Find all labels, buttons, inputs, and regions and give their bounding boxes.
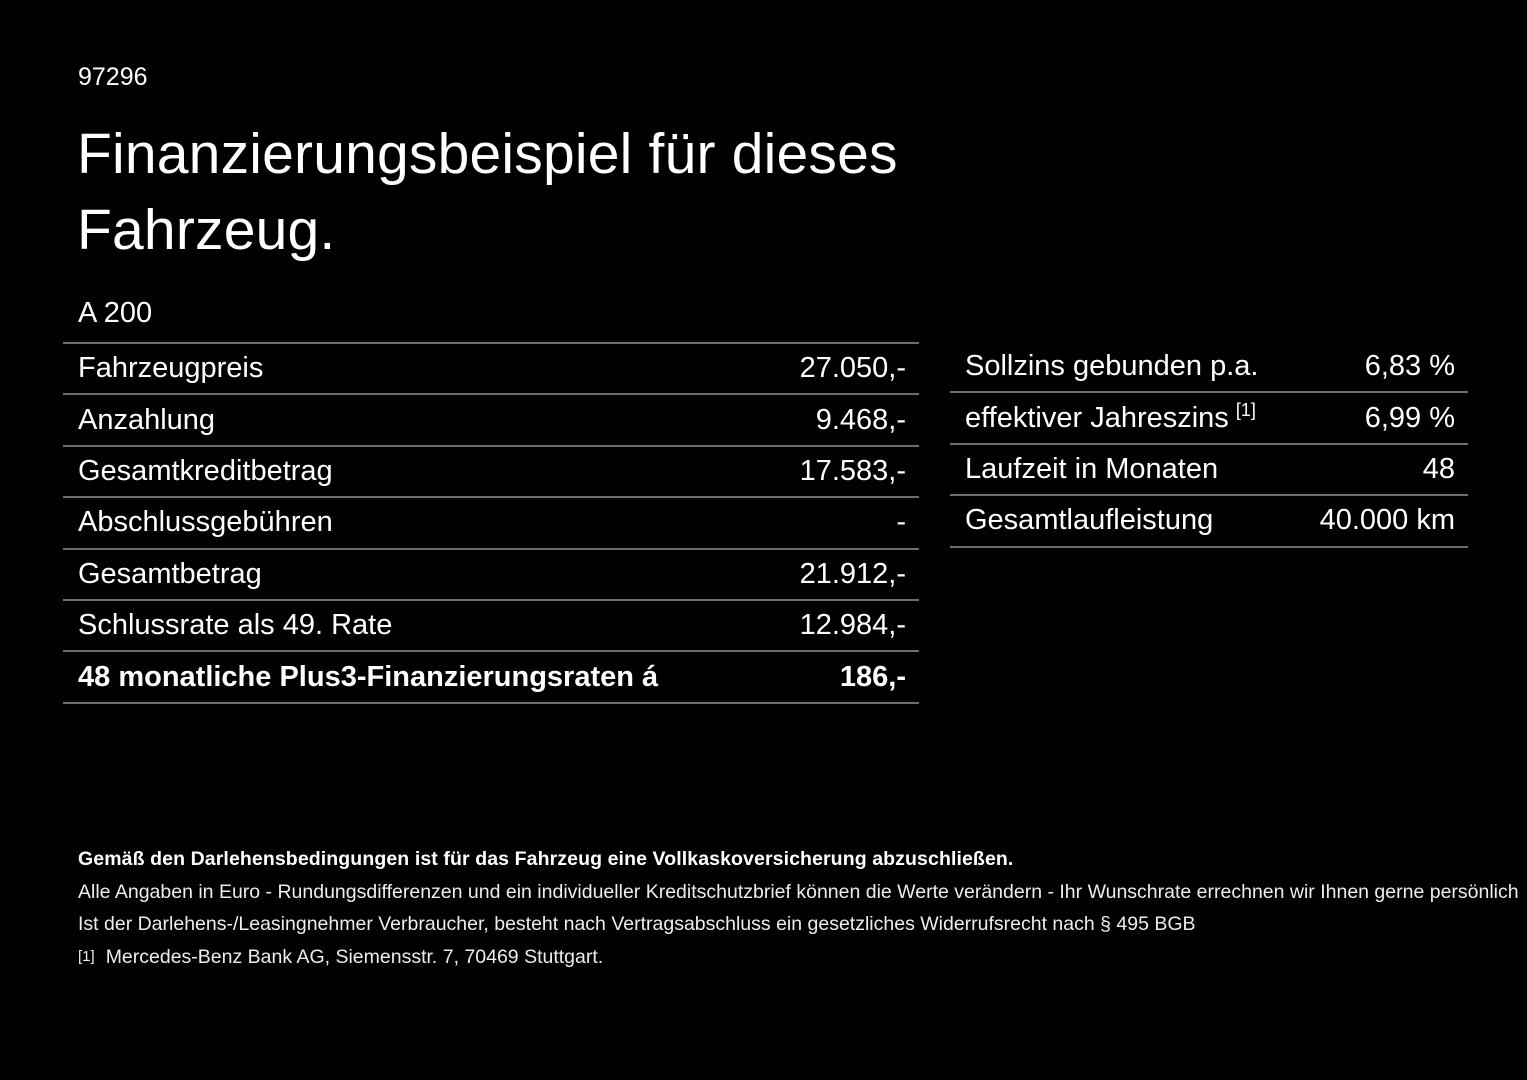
- row-value: 17.583,-: [799, 454, 906, 487]
- row-label: Gesamtlaufleistung: [965, 504, 1214, 537]
- row-value: 186,-: [839, 660, 906, 693]
- table-row: Anzahlung 9.468,-: [63, 395, 919, 447]
- row-label: Gesamtbetrag: [78, 557, 262, 590]
- table-row: Gesamtbetrag 21.912,-: [63, 550, 919, 601]
- table-row: Gesamtkreditbetrag 17.583,-: [63, 447, 919, 499]
- row-value: 6,99 %: [1364, 401, 1455, 434]
- vehicle-model-label: A 200: [78, 297, 153, 329]
- table-row: effektiver Jahreszins [1] 6,99 %: [950, 393, 1468, 445]
- table-row: Schlussrate als 49. Rate 12.984,-: [63, 601, 919, 653]
- row-label: Sollzins gebunden p.a.: [965, 350, 1259, 383]
- footnote: [1] Mercedes-Benz Bank AG, Siemensstr. 7,…: [78, 946, 603, 969]
- conditions-table: Sollzins gebunden p.a. 6,83 % effektiver J…: [950, 342, 1468, 548]
- row-value: 48: [1422, 452, 1455, 485]
- row-label: Anzahlung: [78, 403, 216, 436]
- row-value: 12.984,-: [799, 609, 906, 642]
- disclaimer-line-2: Ist der Darlehens-/Leasingnehmer Verbrau…: [78, 913, 1196, 935]
- table-row: Sollzins gebunden p.a. 6,83 %: [950, 342, 1468, 394]
- row-value: 21.912,-: [799, 557, 906, 590]
- financing-table: Fahrzeugpreis 27.050,- Anzahlung 9.468,- Ges…: [63, 342, 919, 704]
- row-label: Gesamtkreditbetrag: [78, 454, 333, 487]
- row-label: Laufzeit in Monaten: [965, 452, 1219, 485]
- row-label: Schlussrate als 49. Rate: [78, 609, 393, 642]
- order-number: 97296: [78, 63, 148, 91]
- row-label: Abschlussgebühren: [78, 506, 333, 539]
- footnote-marker: [1]: [1235, 399, 1256, 420]
- row-label: Fahrzeugpreis: [78, 352, 264, 385]
- row-label: 48 monatliche Plus3-Finanzierungsraten á: [78, 660, 659, 693]
- footnote-text: Mercedes-Benz Bank AG, Siemensstr. 7, 70…: [105, 946, 604, 968]
- table-row: Laufzeit in Monaten 48: [950, 445, 1468, 497]
- insurance-note: Gemäß den Darlehensbedingungen ist für d…: [78, 848, 1014, 870]
- table-row: Gesamtlaufleistung 40.000 km: [950, 496, 1468, 548]
- row-value: -: [896, 506, 906, 539]
- table-row: Fahrzeugpreis 27.050,-: [63, 344, 919, 396]
- table-row: 48 monatliche Plus3-Finanzierungsraten á…: [63, 652, 919, 704]
- row-value: 6,83 %: [1364, 350, 1455, 383]
- row-label: effektiver Jahreszins [1]: [965, 399, 1256, 434]
- disclaimer-line-1: Alle Angaben in Euro - Rundungsdifferenz…: [78, 881, 1519, 903]
- page-title: Finanzierungsbeispiel für dieses Fahrzeu…: [77, 122, 898, 262]
- table-row: Abschlussgebühren -: [63, 498, 919, 550]
- row-value: 27.050,-: [799, 352, 906, 385]
- row-value: 9.468,-: [815, 403, 906, 436]
- row-value: 40.000 km: [1319, 504, 1455, 537]
- footnote-marker: [1]: [78, 948, 95, 965]
